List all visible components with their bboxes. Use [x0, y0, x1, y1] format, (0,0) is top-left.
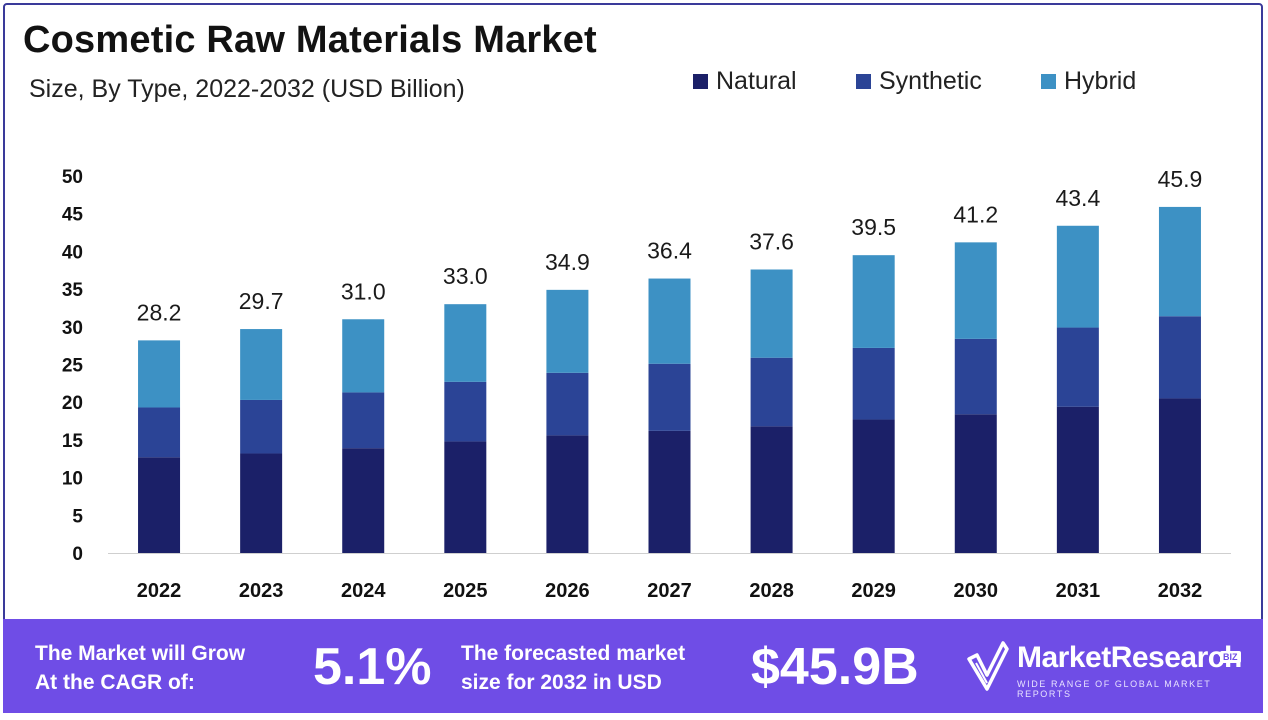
- y-tick-label-0: 0: [72, 544, 83, 565]
- bar-hybrid-2026: [546, 289, 589, 373]
- y-tick-label-30: 30: [62, 318, 83, 339]
- total-label-2026: 34.9: [545, 249, 590, 275]
- total-label-2029: 39.5: [851, 214, 896, 240]
- legend-label-synthetic: Synthetic: [879, 67, 982, 95]
- x-tick-label-2031: 2031: [1056, 580, 1101, 602]
- y-tick-label-5: 5: [72, 506, 83, 527]
- bar-hybrid-2025: [444, 304, 487, 382]
- legend-swatch-hybrid: [1041, 74, 1056, 89]
- bar-natural-2031: [1056, 406, 1099, 553]
- total-label-2032: 45.9: [1158, 166, 1203, 192]
- brand-tagline: WIDE RANGE OF GLOBAL MARKET REPORTS: [1017, 679, 1212, 699]
- bar-hybrid-2032: [1158, 206, 1201, 317]
- bar-hybrid-2031: [1056, 225, 1099, 328]
- total-label-2024: 31.0: [341, 278, 386, 304]
- brand-name: MarketResearch: [1017, 641, 1242, 674]
- forecast-value: $45.9B: [751, 638, 919, 696]
- bar-hybrid-2023: [240, 329, 283, 400]
- bar-synthetic-2031: [1056, 327, 1099, 407]
- bar-natural-2032: [1158, 398, 1201, 553]
- checkmark-logo-icon: [967, 641, 1009, 691]
- bar-synthetic-2030: [954, 338, 997, 415]
- total-label-2027: 36.4: [647, 238, 692, 264]
- bar-synthetic-2029: [852, 347, 895, 420]
- bar-hybrid-2030: [954, 242, 997, 339]
- y-tick-label-35: 35: [62, 280, 84, 301]
- x-tick-label-2026: 2026: [545, 580, 590, 602]
- bar-synthetic-2022: [138, 407, 181, 458]
- bar-natural-2022: [138, 457, 181, 553]
- x-tick-label-2032: 2032: [1158, 580, 1203, 602]
- bar-natural-2026: [546, 435, 589, 553]
- bar-synthetic-2023: [240, 399, 283, 454]
- bar-natural-2027: [648, 430, 691, 553]
- bar-synthetic-2032: [1158, 316, 1201, 399]
- cagr-label: The Market will Grow At the CAGR of:: [35, 639, 245, 697]
- forecast-label: The forecasted market size for 2032 in U…: [461, 639, 685, 697]
- bar-synthetic-2024: [342, 392, 385, 449]
- x-tick-label-2029: 2029: [851, 580, 896, 602]
- bar-natural-2030: [954, 414, 997, 553]
- legend-item-hybrid: Hybrid: [1041, 67, 1136, 96]
- total-label-2030: 41.2: [953, 201, 998, 227]
- brand-logo: MarketResearch BIZ WIDE RANGE OF GLOBAL …: [965, 637, 1255, 699]
- bar-natural-2024: [342, 448, 385, 553]
- x-tick-label-2025: 2025: [443, 580, 488, 602]
- bar-hybrid-2028: [750, 269, 793, 358]
- legend-item-synthetic: Synthetic: [856, 67, 982, 96]
- bar-natural-2029: [852, 419, 895, 553]
- y-tick-label-45: 45: [62, 205, 84, 226]
- legend-label-natural: Natural: [716, 67, 797, 95]
- x-tick-label-2022: 2022: [137, 580, 182, 602]
- bar-natural-2023: [240, 453, 283, 553]
- brand-badge: BIZ: [1220, 651, 1241, 663]
- cagr-label-line2: At the CAGR of:: [35, 671, 195, 694]
- total-label-2025: 33.0: [443, 263, 488, 289]
- total-label-2028: 37.6: [749, 228, 794, 254]
- y-tick-label-25: 25: [62, 356, 84, 377]
- bar-synthetic-2026: [546, 372, 589, 436]
- bar-hybrid-2022: [138, 340, 181, 408]
- total-label-2023: 29.7: [239, 288, 284, 314]
- x-tick-label-2027: 2027: [647, 580, 692, 602]
- legend-swatch-synthetic: [856, 74, 871, 89]
- bar-hybrid-2027: [648, 278, 691, 364]
- cagr-label-line1: The Market will Grow: [35, 642, 246, 665]
- chart-title: Cosmetic Raw Materials Market: [23, 19, 597, 61]
- bar-synthetic-2027: [648, 363, 691, 431]
- y-tick-label-40: 40: [62, 242, 83, 263]
- total-label-2022: 28.2: [137, 299, 182, 325]
- legend-swatch-natural: [693, 74, 708, 89]
- legend-label-hybrid: Hybrid: [1064, 67, 1137, 95]
- x-tick-label-2024: 2024: [341, 580, 386, 602]
- bar-natural-2028: [750, 426, 793, 553]
- footer-banner: The Market will Grow At the CAGR of: 5.1…: [3, 619, 1263, 713]
- y-tick-label-15: 15: [62, 431, 84, 452]
- bar-synthetic-2028: [750, 357, 793, 427]
- bar-synthetic-2025: [444, 381, 487, 442]
- stacked-bar-chart: 0510152025303540455028.2202229.7202331.0…: [62, 166, 1231, 602]
- bar-natural-2025: [444, 441, 487, 553]
- x-tick-label-2030: 2030: [954, 580, 999, 602]
- legend-item-natural: Natural: [693, 67, 797, 96]
- x-tick-label-2028: 2028: [749, 580, 794, 602]
- chart-subtitle: Size, By Type, 2022-2032 (USD Billion): [29, 75, 465, 103]
- y-tick-label-50: 50: [62, 167, 83, 188]
- total-label-2031: 43.4: [1055, 185, 1100, 211]
- forecast-label-line1: The forecasted market: [461, 642, 686, 665]
- y-tick-label-20: 20: [62, 393, 83, 414]
- bar-hybrid-2024: [342, 319, 385, 393]
- bar-hybrid-2029: [852, 255, 895, 348]
- cagr-value: 5.1%: [313, 638, 432, 696]
- x-tick-label-2023: 2023: [239, 580, 284, 602]
- forecast-label-line2: size for 2032 in USD: [461, 671, 662, 694]
- y-tick-label-10: 10: [62, 469, 83, 490]
- chart-frame: Cosmetic Raw Materials Market Size, By T…: [3, 3, 1263, 713]
